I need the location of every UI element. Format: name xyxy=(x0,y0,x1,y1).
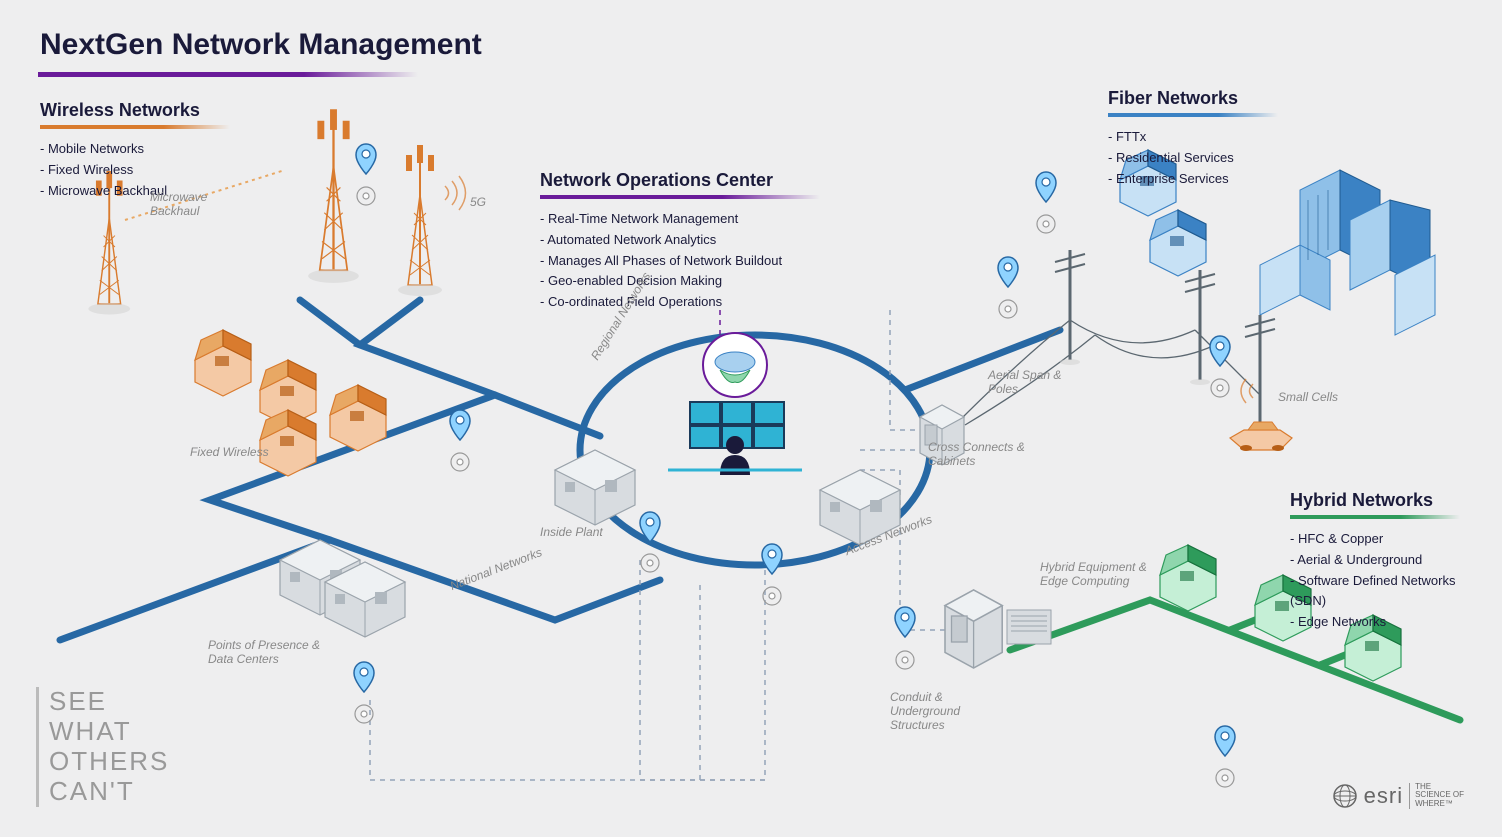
house-orange-icon xyxy=(260,360,316,426)
diagram-label: Inside Plant xyxy=(540,525,603,539)
location-pin-icon xyxy=(354,142,378,176)
title-underline xyxy=(38,72,418,77)
section-underline xyxy=(40,125,230,129)
bullet-item: Mobile Networks xyxy=(40,139,230,160)
bullet-item: Aerial & Underground xyxy=(1290,550,1460,571)
edge-equipment-icon xyxy=(945,590,1051,668)
diagram-label: Access Networks xyxy=(843,512,934,558)
diagram-label: Aerial Span & Poles xyxy=(988,368,1068,396)
bullet-item: Residential Services xyxy=(1108,148,1278,169)
house-orange-icon xyxy=(260,410,316,476)
globe-icon xyxy=(1332,783,1358,809)
logo-text: esri xyxy=(1364,783,1403,809)
location-pin-icon xyxy=(638,510,662,544)
diagram-label: Hybrid Equipment & Edge Computing xyxy=(1040,560,1170,588)
tower-icon xyxy=(398,145,442,296)
diagram-label: Small Cells xyxy=(1278,390,1338,404)
section-underline xyxy=(1290,515,1460,519)
diagram-label: National Networks xyxy=(448,545,544,593)
small-cell-pole-icon xyxy=(1245,315,1275,430)
house-blue-icon xyxy=(1150,210,1206,276)
bullet-item: Manages All Phases of Network Buildout xyxy=(540,251,820,272)
location-pin-icon xyxy=(448,408,472,442)
esri-logo: esri THE SCIENCE OF WHERE™ xyxy=(1332,783,1464,809)
diagram-canvas: NextGen Network Management Wireless Netw… xyxy=(0,0,1502,837)
bullet-item: Co-ordinated Field Operations xyxy=(540,292,820,313)
diagram-label: Fixed Wireless xyxy=(190,445,269,459)
location-pin-icon xyxy=(1034,170,1058,204)
location-pin-icon xyxy=(996,255,1020,289)
section-wireless: Wireless Networks Mobile NetworksFixed Wi… xyxy=(40,100,230,201)
bullet-item: Fixed Wireless xyxy=(40,160,230,181)
bullet-item: Edge Networks xyxy=(1290,612,1460,633)
bullet-item: Geo-enabled Decision Making xyxy=(540,271,820,292)
section-underline xyxy=(1108,113,1278,117)
section-fiber: Fiber Networks FTTxResidential ServicesEn… xyxy=(1108,88,1278,189)
car-icon xyxy=(1230,422,1292,451)
logo-suffix: THE SCIENCE OF WHERE™ xyxy=(1409,783,1464,809)
tagline: SEE WHAT OTHERS CAN'T xyxy=(36,687,169,807)
location-pin-icon xyxy=(1213,724,1237,758)
diagram-label: Cross Connects & Cabinets xyxy=(928,440,1028,468)
section-title: Network Operations Center xyxy=(540,170,820,191)
section-title: Fiber Networks xyxy=(1108,88,1278,109)
city-buildings-icon xyxy=(1260,170,1435,335)
section-underline xyxy=(540,195,820,199)
page-title: NextGen Network Management xyxy=(40,28,482,68)
tower-icon xyxy=(308,109,359,283)
diagram-label: Microwave Backhaul xyxy=(150,190,230,218)
house-orange-icon xyxy=(195,330,251,396)
diagram-label: Points of Presence & Data Centers xyxy=(208,638,348,666)
noc-center-icon xyxy=(668,333,802,475)
section-noc: Network Operations Center Real-Time Netwo… xyxy=(540,170,820,313)
location-pin-icon xyxy=(893,605,917,639)
bullet-item: FTTx xyxy=(1108,127,1278,148)
utility-pole-icon xyxy=(1055,250,1085,365)
bullet-item: Enterprise Services xyxy=(1108,169,1278,190)
diagram-label: Conduit & Underground Structures xyxy=(890,690,1000,732)
section-bullets: Real-Time Network ManagementAutomated Ne… xyxy=(540,209,820,313)
location-pin-icon xyxy=(1208,334,1232,368)
bullet-item: Software Defined Networks (SDN) xyxy=(1290,571,1460,613)
inside-plant-icon xyxy=(555,450,635,525)
diagram-label: 5G xyxy=(470,195,486,209)
bullet-item: Real-Time Network Management xyxy=(540,209,820,230)
section-title: Hybrid Networks xyxy=(1290,490,1460,511)
section-title: Wireless Networks xyxy=(40,100,230,121)
location-pin-icon xyxy=(352,660,376,694)
house-orange-icon xyxy=(330,385,386,451)
pop-building-icon xyxy=(280,540,360,615)
section-hybrid: Hybrid Networks HFC & CopperAerial & Unde… xyxy=(1290,490,1460,633)
section-bullets: HFC & CopperAerial & UndergroundSoftware… xyxy=(1290,529,1460,633)
bullet-item: Automated Network Analytics xyxy=(540,230,820,251)
location-pin-icon xyxy=(760,542,784,576)
bullet-item: HFC & Copper xyxy=(1290,529,1460,550)
section-bullets: FTTxResidential ServicesEnterprise Servi… xyxy=(1108,127,1278,189)
